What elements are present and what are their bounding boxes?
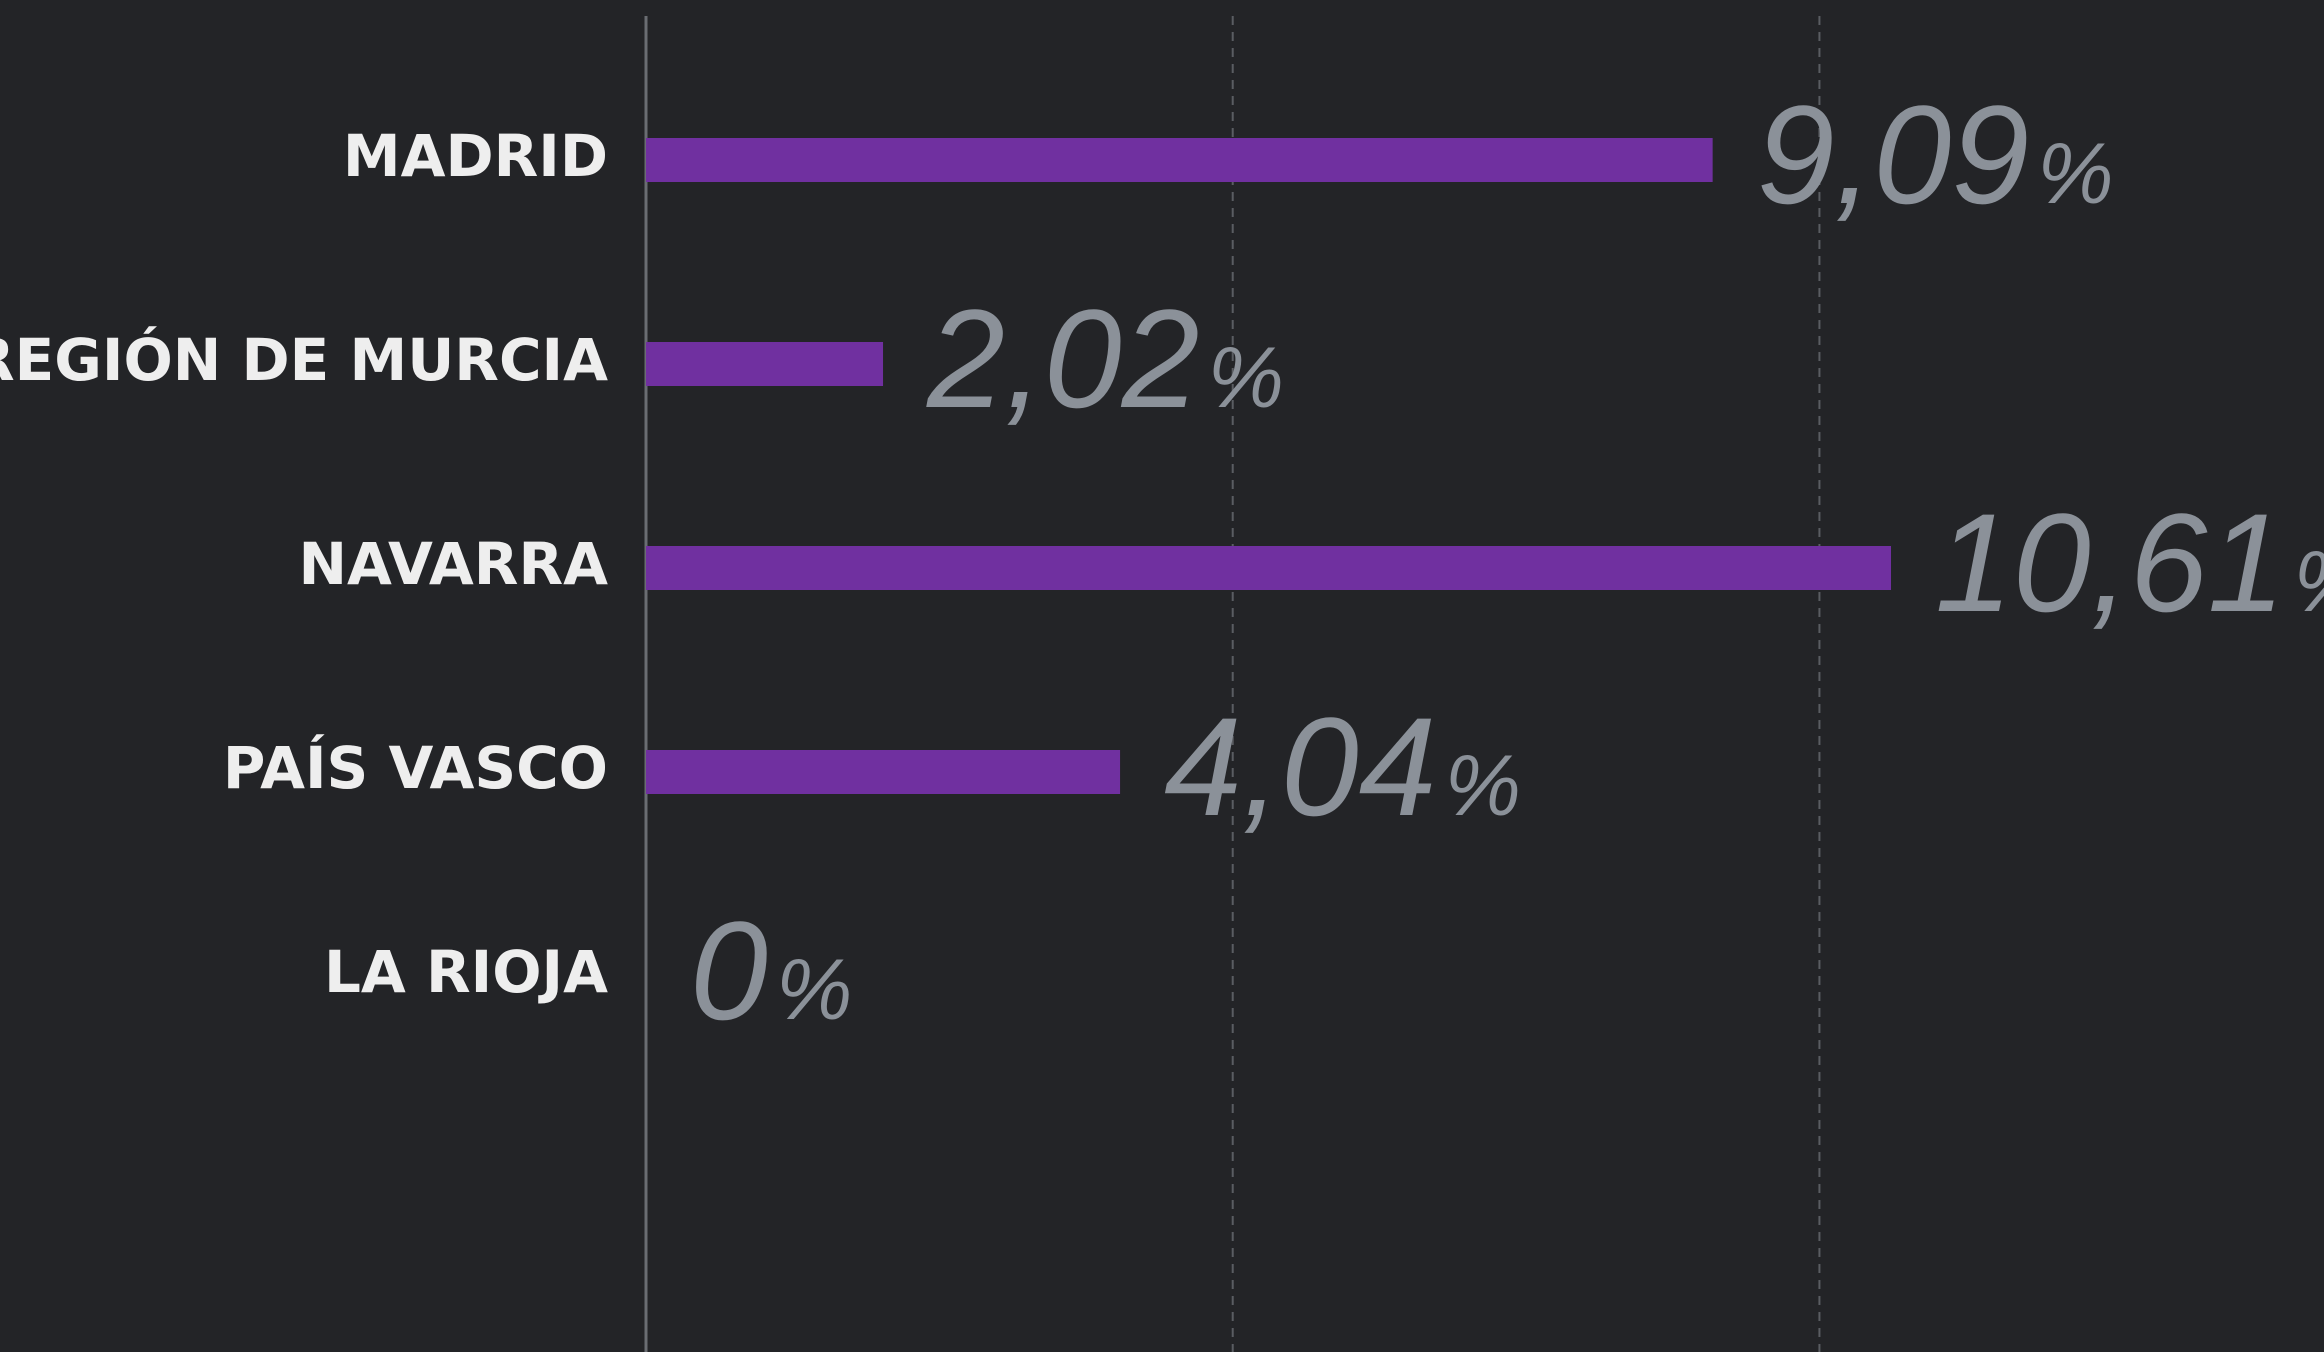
value-unit: % <box>1445 738 1521 834</box>
category-label: MADRID <box>343 122 608 190</box>
bar <box>646 750 1121 794</box>
value-label: 10,61% <box>1935 484 2324 641</box>
category-label: REGIÓN DE MURCIA <box>0 325 608 394</box>
value-number: 2,02 <box>926 280 1199 437</box>
value-number: 0 <box>690 892 768 1049</box>
value-unit: % <box>2037 126 2113 222</box>
bar <box>646 342 884 386</box>
value-unit: % <box>1208 330 1284 426</box>
value-label: 0% <box>690 892 852 1049</box>
value-unit: % <box>776 942 852 1038</box>
value-number: 4,04 <box>1164 688 1436 845</box>
value-number: 10,61 <box>1935 484 2285 641</box>
category-label: LA RIOJA <box>324 938 608 1006</box>
bar <box>646 138 1713 182</box>
category-label: PAÍS VASCO <box>223 733 608 802</box>
category-label: NAVARRA <box>298 530 608 598</box>
value-label: 9,09% <box>1757 76 2114 233</box>
value-label: 2,02% <box>926 280 1284 437</box>
value-label: 4,04% <box>1164 688 1521 845</box>
value-number: 9,09 <box>1757 76 2029 233</box>
bar <box>646 546 1892 590</box>
value-unit: % <box>2293 534 2324 630</box>
